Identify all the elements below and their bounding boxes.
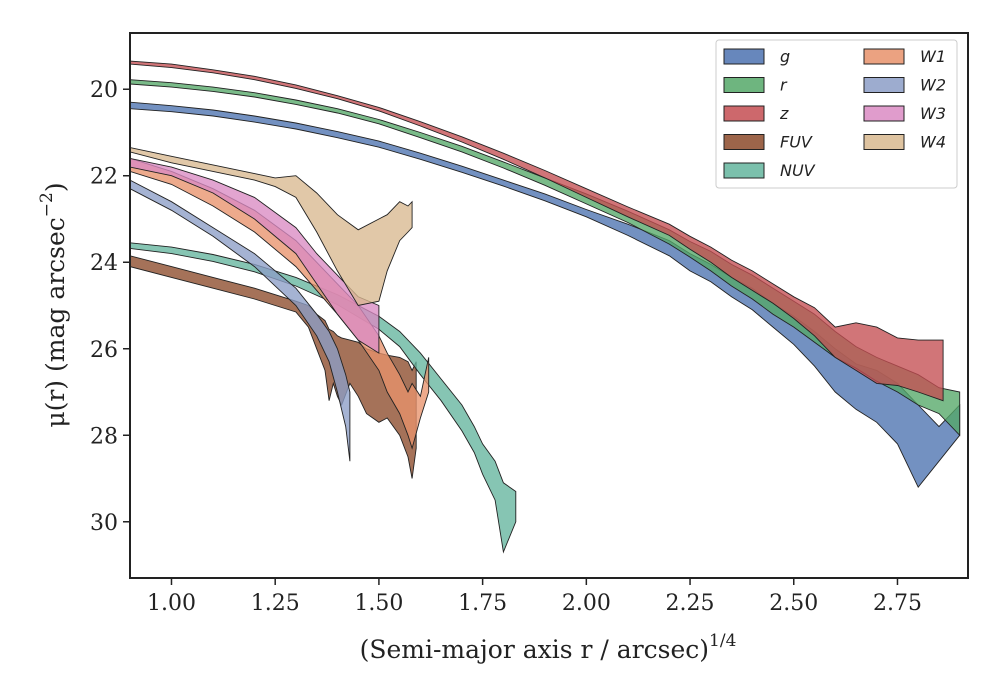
series-band-r [130, 79, 961, 437]
x-tick-label: 2.75 [873, 591, 922, 616]
legend-swatch-r [723, 77, 765, 93]
legend-label-w3: W3 [920, 104, 946, 123]
legend-swatch-w3 [863, 105, 905, 122]
plot-frame [129, 32, 969, 579]
series-band-w4 [130, 147, 413, 307]
legend-label-r: r [780, 76, 788, 95]
x-axis-label-text: (Semi-major axis r / arcsec) [360, 635, 709, 664]
legend-swatch-nuv [723, 162, 765, 179]
legend-swatch-w4 [863, 134, 905, 150]
series-band-w2 [130, 179, 351, 462]
legend: grz FUV NUV W1 W2 W3 W4 [715, 39, 958, 189]
legend-label-w1: W1 [920, 47, 946, 66]
legend-label-nuv: NUV [780, 161, 816, 180]
x-tick-label: 2.50 [769, 591, 818, 616]
x-axis-ticks: 1.00 1.25 1.50 1.75 2.00 2.25 2.50 2.75 [147, 578, 922, 616]
legend-swatch-w1 [863, 48, 905, 65]
legend-label-w4: W4 [920, 133, 946, 152]
series-band-z [130, 60, 944, 402]
y-tick-label: 24 [90, 251, 118, 276]
x-axis-label: (Semi-major axis r / arcsec)1/4 [360, 631, 737, 664]
series-bands [130, 60, 961, 554]
y-tick-label: 20 [90, 78, 118, 103]
x-tick-label: 1.75 [458, 591, 507, 616]
legend-swatch-fuv [723, 134, 765, 150]
y-axis-ticks: 20 22 24 26 28 30 [90, 78, 130, 536]
x-tick-label: 2.25 [666, 591, 715, 616]
y-axis-label-text: μ(r) (mag arcsec [41, 217, 70, 427]
x-tick-label: 1.50 [354, 591, 403, 616]
x-tick-label: 1.00 [147, 591, 196, 616]
x-tick-label: 2.00 [562, 591, 611, 616]
y-axis-label-exponent: −2 [37, 192, 57, 217]
x-tick-label: 1.25 [251, 591, 300, 616]
series-band-fuv [130, 255, 417, 479]
series-band-w3 [130, 157, 380, 354]
y-tick-label: 26 [90, 338, 118, 363]
legend-label-z: z [779, 104, 789, 123]
y-tick-label: 28 [90, 424, 118, 449]
legend-swatch-z [723, 105, 765, 122]
legend-swatch-g [723, 48, 765, 65]
legend-label-g: g [780, 47, 790, 66]
legend-label-w2: W2 [920, 76, 946, 95]
y-axis-label-close: ) [41, 182, 70, 192]
y-tick-label: 22 [90, 165, 118, 190]
legend-swatch-w2 [863, 77, 905, 93]
legend-label-fuv: FUV [780, 133, 813, 152]
y-axis-label: μ(r) (mag arcsec−2) [37, 182, 70, 427]
x-axis-label-exponent: 1/4 [709, 631, 736, 651]
y-tick-label: 30 [90, 511, 118, 536]
